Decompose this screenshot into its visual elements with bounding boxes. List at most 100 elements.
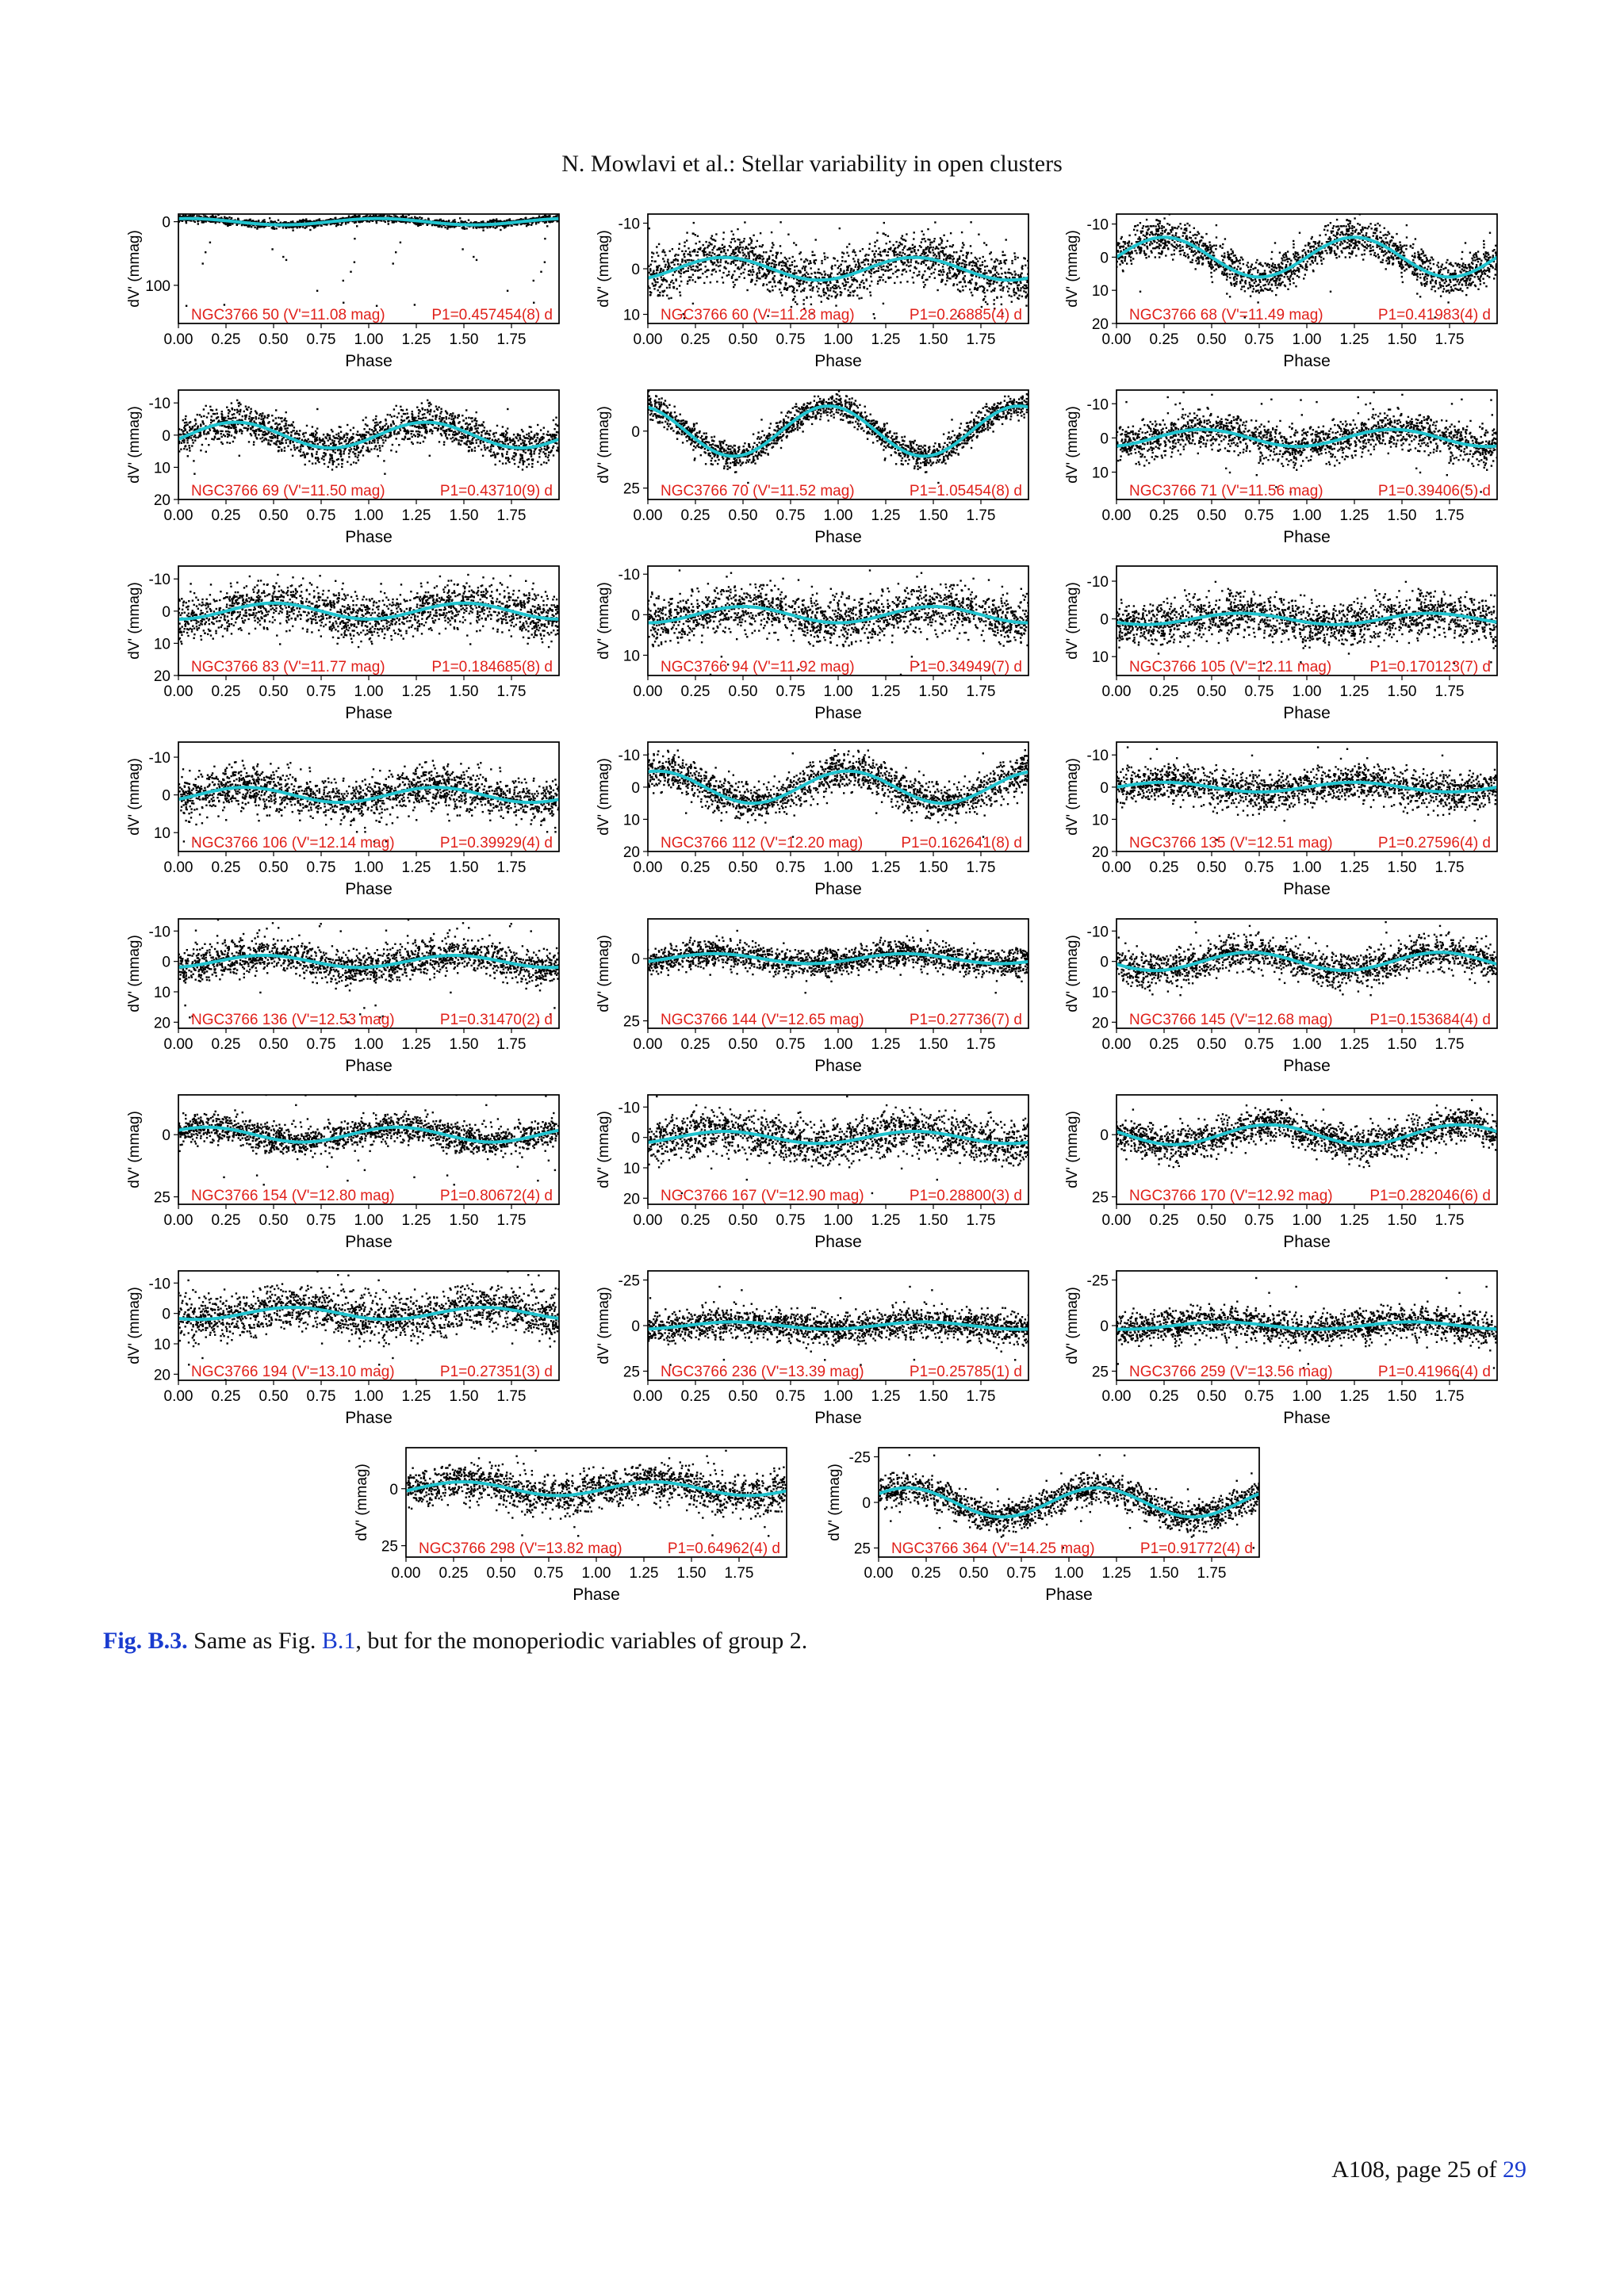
x-tick-label: 0.00 <box>634 331 663 348</box>
data-point <box>932 247 934 249</box>
data-point <box>770 231 773 234</box>
data-point <box>893 250 895 252</box>
data-point <box>436 219 439 221</box>
data-point <box>844 260 846 262</box>
data-point <box>688 258 691 262</box>
data-point <box>1478 278 1481 281</box>
data-point <box>1144 235 1147 238</box>
data-point <box>1170 229 1172 232</box>
data-point <box>1220 254 1224 257</box>
data-point <box>939 274 941 277</box>
data-point <box>794 266 796 268</box>
data-point <box>1236 274 1239 277</box>
data-point <box>1207 257 1209 260</box>
data-point <box>1411 254 1414 257</box>
data-point <box>529 217 532 220</box>
data-point <box>186 216 189 218</box>
data-point <box>733 240 737 243</box>
data-point <box>950 254 952 257</box>
data-point <box>940 251 942 253</box>
data-point <box>1400 248 1403 251</box>
data-point <box>852 278 856 281</box>
data-point <box>933 277 936 279</box>
data-point <box>1293 254 1296 257</box>
data-point <box>1180 228 1182 230</box>
data-point <box>1193 250 1196 252</box>
data-point <box>1026 293 1028 296</box>
data-point <box>898 254 901 256</box>
data-point <box>214 222 216 224</box>
data-point <box>1445 280 1447 283</box>
data-point <box>833 284 836 286</box>
data-point <box>722 232 725 234</box>
data-point <box>1212 266 1214 269</box>
data-point <box>1318 240 1321 243</box>
data-point <box>896 256 899 258</box>
data-point <box>1396 232 1398 235</box>
data-point <box>1369 250 1371 253</box>
data-point <box>1183 251 1185 254</box>
data-point <box>422 223 424 225</box>
data-point <box>841 256 844 258</box>
data-point <box>994 260 996 262</box>
data-point <box>1477 251 1480 253</box>
data-point <box>1495 254 1497 257</box>
data-point <box>795 281 798 284</box>
data-point <box>1262 284 1265 287</box>
data-point <box>1477 258 1480 260</box>
data-point <box>877 253 879 255</box>
data-point <box>937 247 940 250</box>
data-point <box>1244 280 1247 282</box>
data-point <box>840 263 842 266</box>
data-point <box>1321 243 1323 245</box>
data-point <box>847 289 849 292</box>
data-point <box>1347 230 1350 232</box>
data-point <box>1010 300 1013 303</box>
data-point <box>1001 273 1003 275</box>
data-point <box>874 245 876 247</box>
data-point <box>963 277 965 281</box>
data-point <box>1205 248 1207 251</box>
data-point <box>1020 276 1022 278</box>
data-point <box>736 278 738 281</box>
data-point <box>962 254 964 257</box>
data-point <box>1346 238 1350 241</box>
data-point <box>1457 289 1460 291</box>
data-point <box>737 246 739 248</box>
data-point <box>776 253 779 255</box>
data-point <box>335 218 337 220</box>
data-point <box>402 216 404 218</box>
data-point <box>826 297 829 299</box>
data-point <box>1451 289 1454 292</box>
data-point <box>713 239 715 241</box>
data-point <box>782 262 784 264</box>
data-point <box>1442 290 1444 293</box>
data-point <box>993 289 995 292</box>
data-point <box>679 294 682 297</box>
data-point <box>1009 283 1013 285</box>
data-point <box>528 224 530 226</box>
data-point <box>1413 272 1416 274</box>
data-point <box>657 269 659 271</box>
data-point <box>1312 245 1316 247</box>
data-point <box>224 216 226 218</box>
data-point <box>1288 278 1291 281</box>
data-point <box>1464 242 1467 244</box>
data-point <box>656 251 658 254</box>
data-point <box>1456 281 1458 283</box>
data-point <box>859 266 861 268</box>
data-point <box>531 222 534 224</box>
data-point <box>1483 239 1485 243</box>
data-point <box>927 254 929 257</box>
data-point <box>653 288 656 290</box>
data-point <box>851 278 853 281</box>
data-point <box>1323 228 1326 231</box>
data-point <box>492 226 495 228</box>
data-point <box>977 287 979 289</box>
data-point <box>1293 253 1295 255</box>
data-point <box>197 215 201 217</box>
data-point <box>439 224 442 226</box>
data-point <box>342 216 344 220</box>
data-point <box>1406 262 1409 266</box>
data-point <box>762 275 764 277</box>
